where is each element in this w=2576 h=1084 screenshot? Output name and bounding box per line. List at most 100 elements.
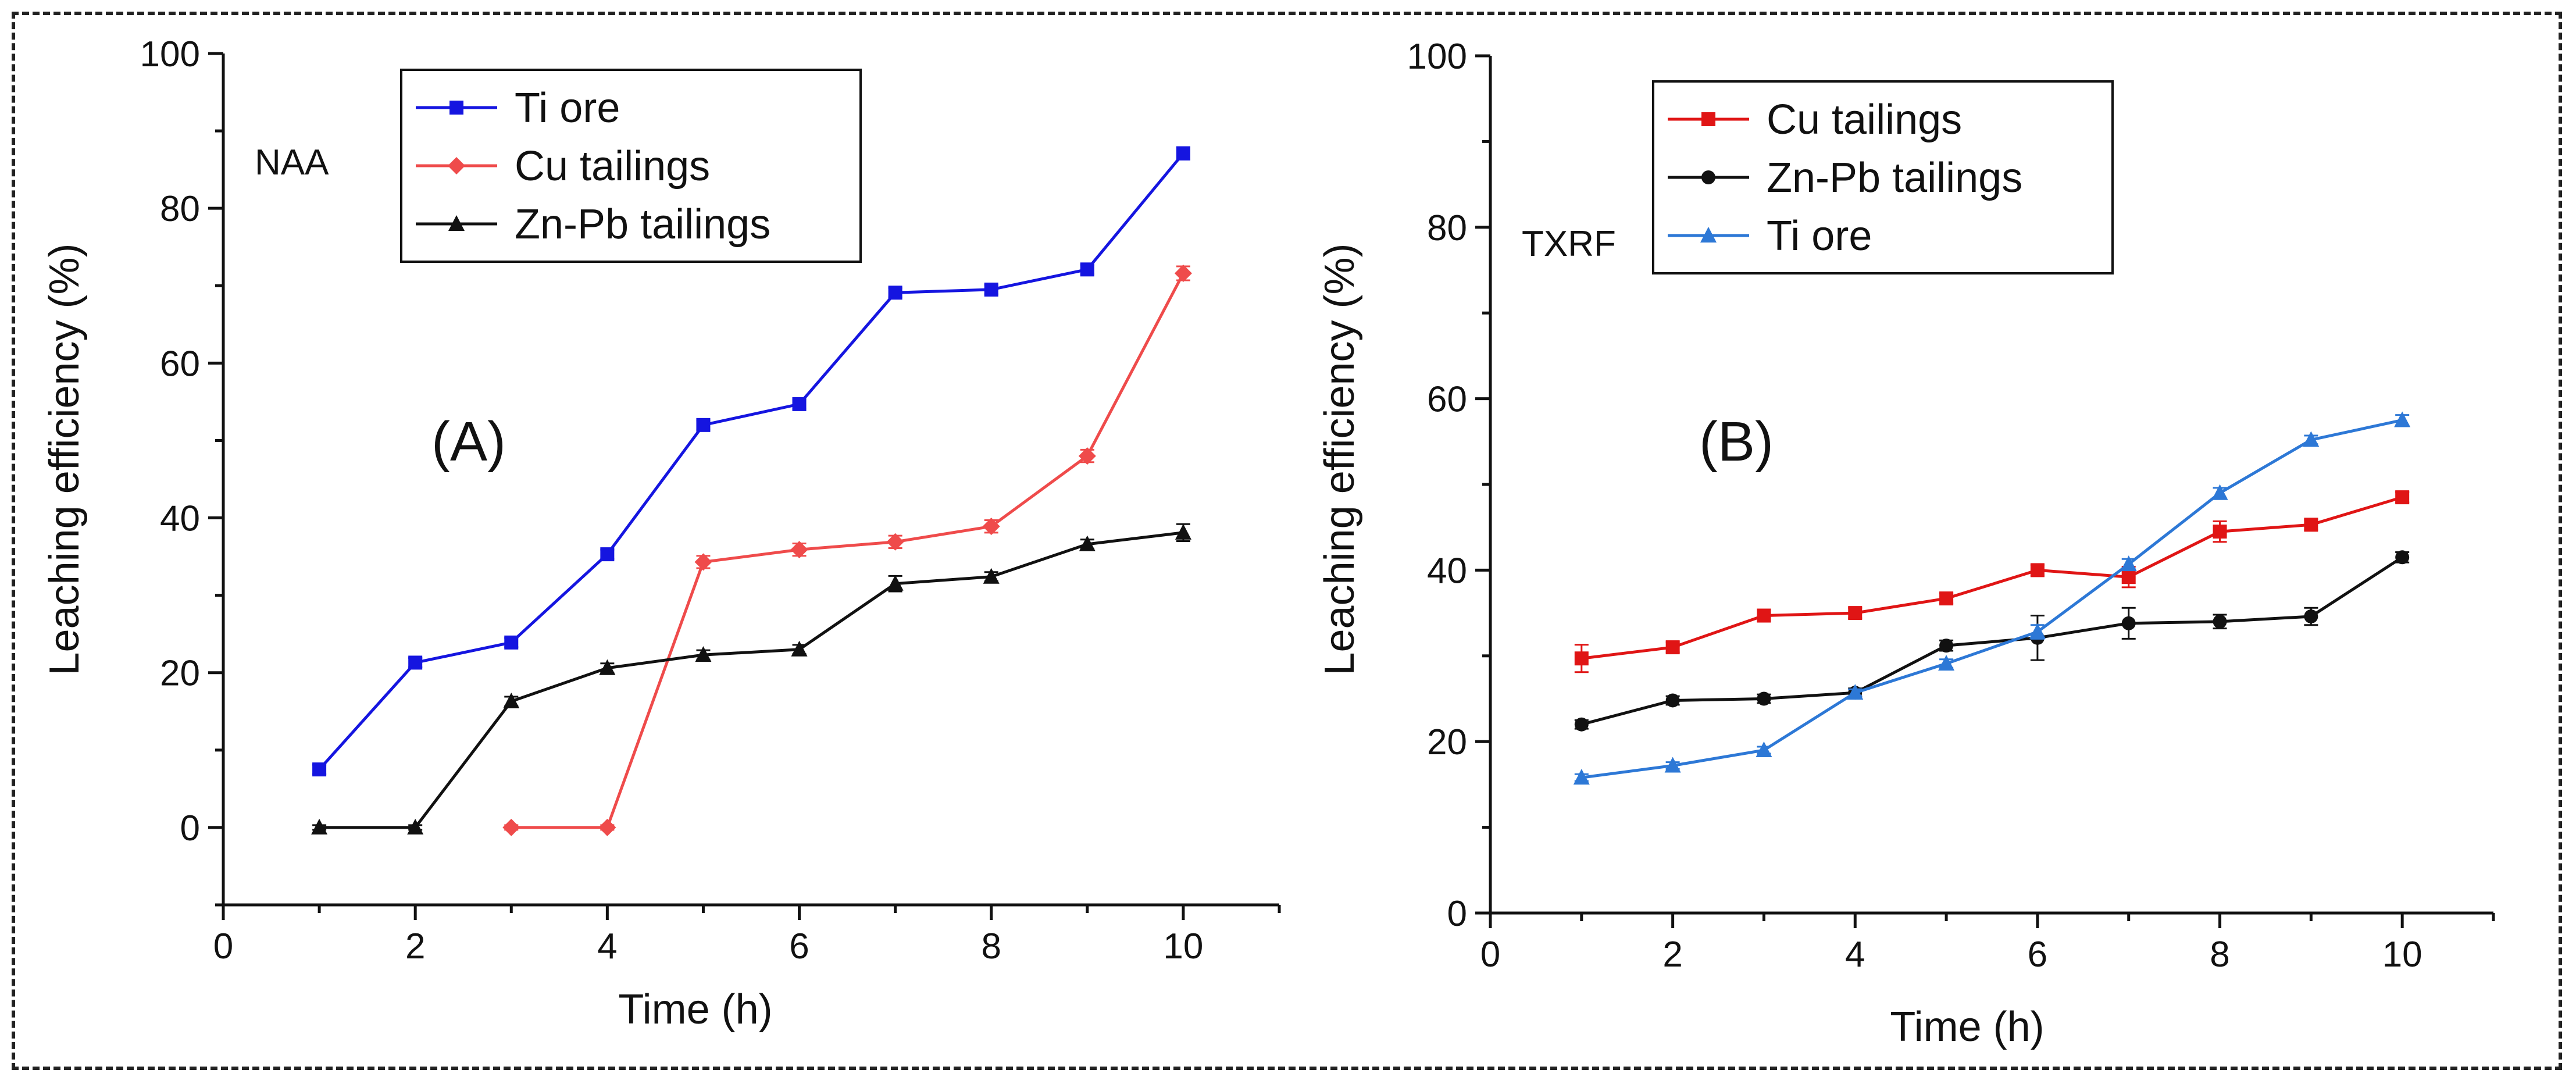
- panel-a-data-point: [887, 575, 904, 591]
- panel-a-data-point: [1176, 146, 1190, 161]
- panel-b-data-point: [2211, 484, 2228, 500]
- panel-b-data-point: [1573, 769, 1590, 785]
- panel-b-data-point: [1757, 608, 1771, 623]
- panel-a-series-1: [502, 264, 1192, 836]
- panel-a-y-tick-label: 0: [180, 808, 200, 848]
- panel-a-data-point: [1174, 264, 1192, 282]
- panel-b-y-tick-label: 80: [1427, 208, 1467, 248]
- panel-b-x-tick-label: 0: [1480, 935, 1500, 975]
- panel-b-data-point: [1665, 640, 1680, 655]
- panel-a-x-tick-label: 6: [789, 926, 809, 967]
- panel-b-legend-marker: [1700, 227, 1717, 243]
- panel-b-data-point: [2394, 411, 2411, 427]
- panel-a-series-line: [319, 531, 1184, 829]
- panel-a-legend-label: Cu tailings: [515, 143, 710, 190]
- panel-a-x-tick-label: 0: [213, 926, 233, 967]
- panel-b-data-point: [2304, 518, 2318, 532]
- panel-a-legend: Ti ore Cu tailings Zn-Pb tailings: [400, 69, 862, 263]
- panel-a-x-tick-label: 10: [1163, 926, 1203, 967]
- panel-b-data-point: [1939, 639, 1954, 653]
- panel-b-letter: (B): [1699, 411, 1774, 473]
- panel-a-legend-marker: [448, 157, 465, 174]
- panel-b-legend-marker: [1701, 112, 1715, 126]
- panel-a-legend-label: Ti ore: [515, 85, 620, 131]
- panel-b-series-2: [1573, 411, 2411, 785]
- panel-a-legend-marker: [449, 101, 463, 115]
- panel-b-data-point: [2395, 550, 2410, 565]
- panel-a-y-tick-label: 100: [140, 34, 200, 74]
- panel-b-series-line: [1581, 556, 2403, 726]
- panel-b-y-tick-label: 100: [1407, 37, 1467, 77]
- panel-b-data-point: [2121, 616, 2136, 630]
- panel-b-legend-marker: [1701, 170, 1715, 184]
- panel-b-x-axis-title: Time (h): [1890, 1004, 2044, 1050]
- panel-b-y-tick-label: 60: [1427, 380, 1467, 420]
- panel-a-data-point: [888, 286, 902, 300]
- panel-b-y-axis-title: Leaching efficiency (%): [1316, 243, 1363, 675]
- panel-a-letter: (A): [431, 411, 506, 473]
- panel-b-legend-label: Cu tailings: [1767, 97, 1962, 143]
- panel-b-data-point: [1847, 684, 1864, 700]
- panel-a-data-point: [598, 818, 616, 836]
- panel-b-data-point: [1756, 741, 1772, 757]
- panel-a-y-tick-label: 20: [160, 654, 200, 694]
- panel-b-x-tick-label: 10: [2382, 935, 2422, 975]
- panel-b-y-tick-label: 0: [1447, 894, 1467, 934]
- panel-b-data-point: [2213, 525, 2227, 539]
- panel-a-data-point: [502, 818, 520, 836]
- panel-a-data-point: [694, 553, 712, 571]
- panel-a-data-point: [886, 533, 904, 551]
- panel-b-data-point: [2030, 563, 2045, 577]
- panel-b-legend: Cu tailings Zn-Pb tailings Ti ore: [1652, 80, 2114, 274]
- panel-a-data-point: [1078, 447, 1096, 465]
- panel-b-x-tick-label: 2: [1662, 935, 1682, 975]
- panel-b-x-tick-label: 6: [2028, 935, 2047, 975]
- panel-b-data-point: [2395, 490, 2410, 505]
- panel-a-series-2: [311, 523, 1191, 835]
- panel-a-data-point: [600, 547, 615, 562]
- panel-a-data-point: [983, 568, 1000, 584]
- panel-a-data-point: [599, 659, 616, 675]
- panel-b-data-point: [1848, 606, 1863, 621]
- panel-a-data-point: [792, 397, 807, 411]
- panel-b-x-tick-label: 4: [1845, 935, 1865, 975]
- panel-a-y-tick-label: 80: [160, 189, 200, 229]
- panel-b-legend-label: Zn-Pb tailings: [1767, 155, 2022, 201]
- panel-a-data-point: [696, 418, 711, 432]
- panel-a-data-point: [790, 541, 808, 559]
- panel-b-data-point: [1664, 757, 1681, 773]
- panel-b-x-tick-label: 8: [2210, 935, 2229, 975]
- panel-a-data-point: [503, 692, 520, 708]
- panel-b-data-point: [1574, 651, 1589, 666]
- panel-a-data-point: [695, 646, 712, 662]
- panel-a-data-point: [312, 762, 327, 777]
- panel-a-x-axis-title: Time (h): [618, 986, 772, 1033]
- panel-b-data-point: [2120, 555, 2137, 572]
- panel-a-legend-label: Zn-Pb tailings: [515, 201, 770, 248]
- panel-a-data-point: [1175, 523, 1191, 540]
- panel-a-series-line: [318, 152, 1184, 771]
- panel-b-legend-label: Ti ore: [1767, 213, 1872, 259]
- panel-b-data-point: [2121, 570, 2136, 584]
- panel-a-x-tick-label: 2: [405, 926, 425, 967]
- panel-a-series-0: [312, 146, 1190, 777]
- panel-b-data-point: [1665, 693, 1680, 708]
- panel-a-data-point: [791, 640, 808, 657]
- panel-a-data-point: [504, 635, 519, 650]
- panel-a-data-point: [311, 818, 328, 835]
- panel-b-y-tick-label: 20: [1427, 722, 1467, 762]
- panel-b-data-point: [1757, 691, 1771, 706]
- panel-b-data-point: [2213, 614, 2227, 629]
- panel-b-data-point: [2303, 431, 2320, 447]
- panel-a-data-point: [407, 818, 424, 835]
- panel-b-method-label: TXRF: [1522, 224, 1616, 264]
- panel-b-data-point: [2304, 609, 2318, 623]
- panel-a-legend-marker: [448, 215, 465, 231]
- panel-a-data-point: [984, 282, 998, 297]
- panel-b-data-point: [1574, 717, 1589, 732]
- panel-b-data-point: [1939, 591, 1954, 606]
